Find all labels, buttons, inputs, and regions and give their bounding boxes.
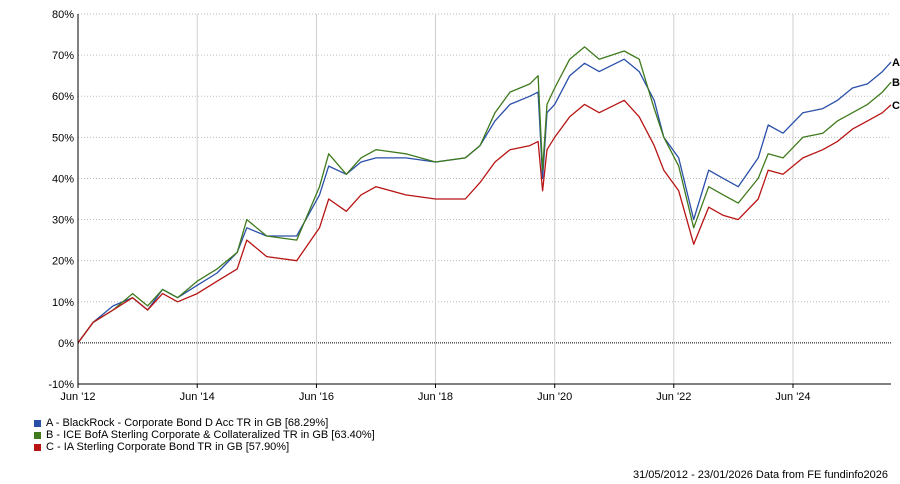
legend-label-c: C - IA Sterling Corporate Bond TR in GB … <box>46 441 290 453</box>
y-tick-label: 10% <box>52 297 74 309</box>
series-end-label-a: A <box>892 57 900 69</box>
y-tick-label: 70% <box>52 50 74 62</box>
y-tick-label: 50% <box>52 132 74 144</box>
axes <box>77 14 891 388</box>
x-tick-label: Jun '16 <box>299 391 334 403</box>
x-tick-label: Jun '20 <box>537 391 572 403</box>
legend-label-b: B - ICE BofA Sterling Corporate & Collat… <box>46 429 375 441</box>
date-range: 31/05/2012 - 23/01/2026 <box>632 469 753 481</box>
x-tick-label: Jun '12 <box>60 391 95 403</box>
y-tick-label: 80% <box>52 9 74 21</box>
series-line-a <box>77 58 892 344</box>
legend-swatch-c <box>34 443 41 451</box>
legend-swatch-a <box>34 419 41 427</box>
legend-item-c: C - IA Sterling Corporate Bond TR in GB … <box>34 441 375 453</box>
legend-label-a: A - BlackRock - Corporate Bond D Acc TR … <box>46 417 329 429</box>
grid-lines <box>78 13 891 384</box>
legend: A - BlackRock - Corporate Bond D Acc TR … <box>34 417 375 453</box>
source-footer: 31/05/2012 - 23/01/2026 Data from FE fun… <box>633 469 888 481</box>
x-tick-label: Jun '18 <box>418 391 453 403</box>
series-line-c <box>77 99 892 344</box>
x-tick-label: Jun '22 <box>656 391 691 403</box>
legend-swatch-b <box>34 431 41 439</box>
y-tick-label: 0% <box>58 338 74 350</box>
series-end-label-b: B <box>892 77 900 89</box>
series-line-b <box>77 46 892 344</box>
tick-labels: 80% 70% 60% 50% 40% 30% 20% 10% 0% -10%Jun '12 Jun… <box>48 9 900 403</box>
x-tick-label: Jun '24 <box>775 391 810 403</box>
performance-chart: 80% 70% 60% 50% 40% 30% 20% 10% 0% -10%Jun '12 Jun… <box>48 9 900 403</box>
series-lines <box>77 46 892 344</box>
y-tick-label: 20% <box>52 256 74 268</box>
legend-item-a: A - BlackRock - Corporate Bond D Acc TR … <box>34 417 375 429</box>
legend-item-b: B - ICE BofA Sterling Corporate & Collat… <box>34 429 375 441</box>
y-tick-label: -10% <box>48 379 74 391</box>
x-tick-label: Jun '14 <box>180 391 215 403</box>
y-tick-label: 30% <box>52 215 74 227</box>
y-tick-label: 60% <box>52 91 74 103</box>
series-end-label-c: C <box>892 100 900 112</box>
y-tick-label: 40% <box>52 173 74 185</box>
data-source: Data from FE fundinfo2026 <box>755 469 888 481</box>
